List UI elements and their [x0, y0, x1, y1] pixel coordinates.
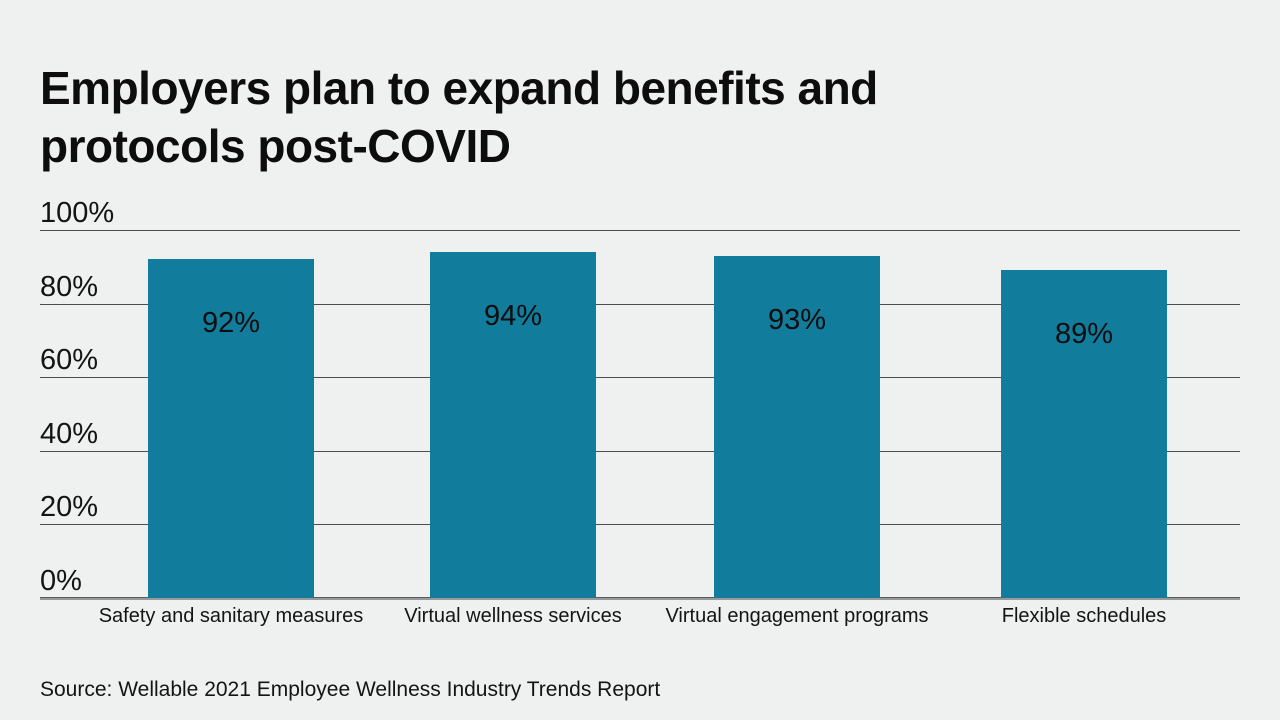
x-axis-category-label: Virtual wellness services [404, 605, 622, 627]
bar-value-label: 89% [1054, 318, 1114, 350]
y-axis-tick-label: 0% [40, 565, 82, 597]
bar-Virtual wellness services [430, 252, 596, 598]
gridline-20% [40, 524, 1240, 525]
chart-title: Employers plan to expand benefits and pr… [40, 61, 878, 173]
gridline-40% [40, 451, 1240, 452]
y-axis-tick-label: 40% [40, 418, 99, 450]
bar-value-label: 94% [483, 300, 543, 332]
bar-Safety and sanitary measures [148, 259, 314, 598]
bar-value-label: 93% [767, 304, 827, 336]
gridline-100% [40, 230, 1240, 231]
source-caption: Source: Wellable 2021 Employee Wellness … [40, 678, 661, 701]
x-axis-category-label: Flexible schedules [1001, 605, 1167, 627]
y-axis-tick-label: 20% [40, 491, 99, 523]
x-axis-line [40, 597, 1240, 600]
y-axis-tick-label: 60% [40, 344, 99, 376]
y-axis-tick-label: 80% [40, 271, 99, 303]
x-axis-category-label: Safety and sanitary measures [98, 605, 364, 627]
gridline-80% [40, 304, 1240, 305]
bar-Flexible schedules [1001, 270, 1167, 598]
bar-Virtual engagement programs [714, 256, 880, 598]
y-axis-tick-label: 100% [40, 197, 115, 229]
x-axis-category-label: Virtual engagement programs [665, 605, 929, 627]
gridline-60% [40, 377, 1240, 378]
bar-value-label: 92% [201, 307, 261, 339]
